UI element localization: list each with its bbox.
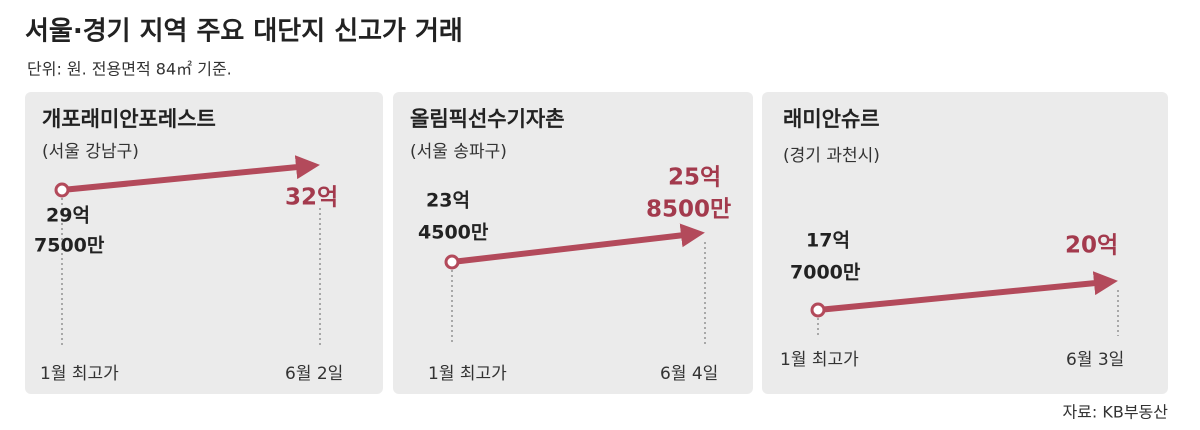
start-date: 1월 최고가 — [780, 350, 859, 370]
start-label: 17억 — [806, 230, 850, 252]
end-label: 8500만 — [646, 197, 731, 223]
arrow — [61, 155, 320, 193]
complex-name: 올림픽선수기자촌 — [410, 107, 565, 131]
start-date: 1월 최고가 — [428, 364, 507, 384]
complex-name: 개포래미안포레스트 — [42, 107, 216, 131]
end-date: 6월 4일 — [660, 364, 718, 384]
source: 자료: KB부동산 — [1062, 403, 1168, 422]
end-label: 25억 — [668, 165, 721, 191]
arrow — [451, 223, 705, 265]
start-label: 7000만 — [790, 262, 861, 284]
panel: 래미안슈르 (경기 과천시) 17억 7000만 20억 1월 최고가 6월 3… — [762, 92, 1168, 394]
complex-name: 래미안슈르 — [783, 107, 880, 131]
start-point — [54, 182, 70, 198]
subtitle: 단위: 원. 전용면적 84㎡ 기준. — [27, 60, 232, 79]
start-point — [810, 302, 826, 318]
arrow — [817, 271, 1118, 313]
start-label: 29억 — [46, 205, 90, 227]
end-date: 6월 3일 — [1066, 350, 1124, 370]
start-label: 7500만 — [34, 235, 105, 257]
location: (서울 송파구) — [410, 142, 507, 162]
end-label: 32억 — [285, 185, 338, 211]
location: (서울 강남구) — [42, 142, 139, 162]
location: (경기 과천시) — [783, 146, 880, 166]
end-label: 20억 — [1065, 233, 1118, 259]
panel: 올림픽선수기자촌 (서울 송파구) 23억 4500만 25억 8500만 1월… — [393, 92, 753, 394]
end-date: 6월 2일 — [285, 364, 343, 384]
start-label: 23억 — [426, 190, 470, 212]
panel-bg — [762, 92, 1168, 394]
title: 서울·경기 지역 주요 대단지 신고가 거래 — [25, 17, 463, 47]
start-point — [444, 254, 460, 270]
start-label: 4500만 — [418, 222, 489, 244]
panel: 개포래미안포레스트 (서울 강남구) 29억 7500만 32억 1월 최고가 … — [25, 92, 383, 394]
start-date: 1월 최고가 — [40, 364, 119, 384]
panel-bg — [393, 92, 753, 394]
